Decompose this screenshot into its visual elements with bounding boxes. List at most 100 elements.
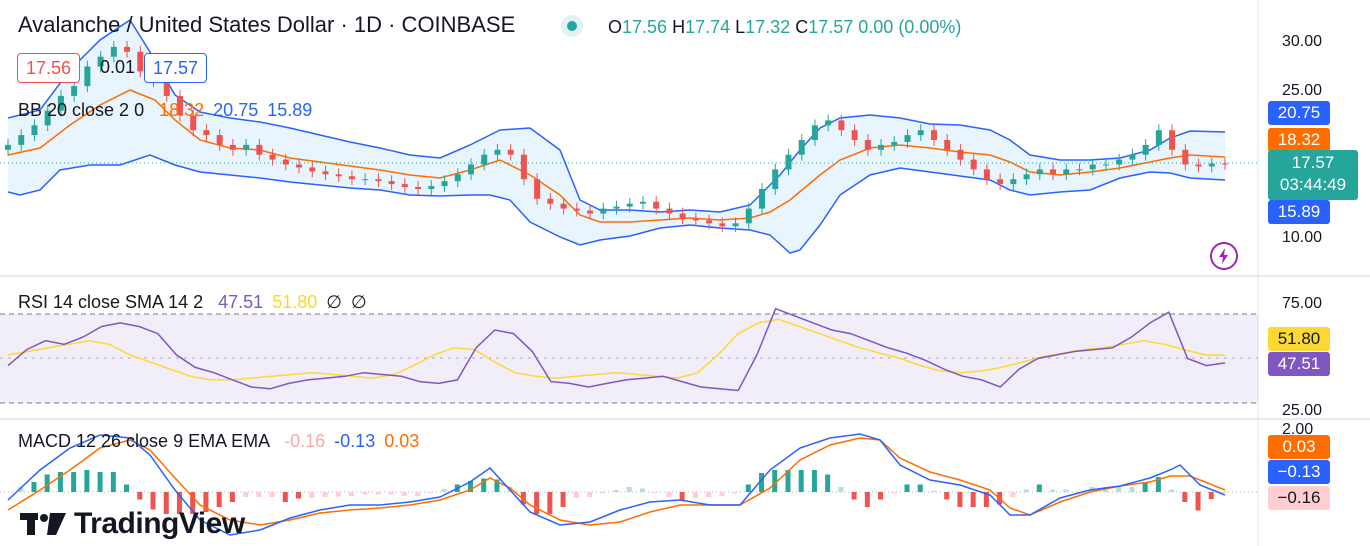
candle — [944, 140, 951, 150]
macd-hist-bar — [653, 492, 659, 493]
candle — [798, 140, 805, 155]
candle — [31, 125, 38, 136]
candle — [454, 174, 461, 182]
candle — [573, 208, 580, 211]
bb-upper-tag: 20.75 — [1268, 101, 1330, 125]
macd-hist-bar — [838, 487, 844, 492]
candle — [441, 181, 448, 187]
last-price-value: 17.57 — [1291, 153, 1335, 172]
candle — [190, 115, 197, 131]
candle — [401, 184, 408, 188]
macd-hist-bar — [243, 492, 249, 497]
bb-label: BB 20 close 2 0 — [18, 100, 145, 120]
candle — [983, 169, 990, 180]
candle — [653, 201, 660, 209]
macd-hist-bar — [878, 492, 884, 500]
macd-hist-bar — [348, 492, 354, 496]
rsi-empty-2: ∅ — [350, 292, 367, 312]
ohlc-readout: O17.56 H17.74 L17.32 C17.57 0.00 (0.00%) — [608, 17, 961, 38]
market-status-icon — [561, 15, 583, 37]
macd-hist-bar — [1116, 487, 1122, 492]
candle — [256, 144, 263, 155]
candle — [57, 95, 64, 111]
macd-hist-bar — [1222, 491, 1227, 493]
rsi-label: RSI 14 close SMA 14 2 — [18, 292, 204, 312]
macd-label: MACD 12 26 close 9 EMA EMA — [18, 431, 270, 451]
candle — [216, 135, 223, 145]
candle — [1116, 159, 1123, 165]
candle — [851, 130, 858, 140]
macd-hist-bar — [229, 492, 235, 502]
macd-hist-bar — [110, 472, 116, 492]
rsi-legend[interactable]: RSI 14 close SMA 14 2 47.51 51.80 ∅ ∅ — [18, 292, 367, 313]
candle — [930, 130, 937, 140]
macd-hist-bar — [745, 484, 751, 492]
macd-hist-bar — [666, 492, 672, 497]
candle — [520, 154, 527, 180]
tradingview-logo-icon — [20, 513, 66, 535]
bb-basis-tag: 18.32 — [1268, 128, 1330, 152]
macd-hist-bar — [944, 492, 950, 500]
candle — [348, 176, 355, 180]
candle — [917, 130, 924, 136]
macd-hist-bar — [428, 492, 434, 493]
macd-signal-line — [7, 437, 1226, 526]
change-value: 0.00 (0.00%) — [858, 17, 962, 37]
candle — [825, 120, 832, 126]
candle — [547, 198, 554, 204]
macd-hist-bar — [335, 492, 341, 497]
buy-button[interactable]: 17.57 — [144, 53, 208, 83]
macd-hist-bar — [296, 492, 302, 499]
macd-hist-bar — [31, 482, 37, 492]
rsi-empty-1: ∅ — [326, 292, 342, 312]
high-label: H — [672, 17, 686, 37]
macd-hist-bar — [679, 492, 685, 501]
candle — [1089, 164, 1096, 170]
macd-hist-bar — [309, 492, 315, 498]
macd-hist-bar — [57, 472, 63, 492]
tradingview-logo: TradingView — [20, 507, 245, 541]
candle — [243, 144, 250, 150]
low-value: 17.32 — [745, 17, 791, 37]
macd-legend[interactable]: MACD 12 26 close 9 EMA EMA -0.16 -0.13 0… — [18, 431, 419, 452]
spread-value: 0.01 — [100, 57, 136, 77]
macd-hist-bar — [587, 492, 593, 497]
candle — [1155, 130, 1162, 145]
macd-hist-bar — [573, 492, 579, 498]
candle — [864, 140, 871, 150]
candle — [587, 210, 594, 214]
bb-legend[interactable]: BB 20 close 2 0 18.32 20.75 15.89 — [18, 100, 312, 121]
macd-hist-bar — [560, 492, 566, 507]
rsi-band — [0, 314, 1258, 403]
sell-button[interactable]: 17.56 — [17, 53, 81, 83]
macd-hist-bar — [891, 492, 897, 493]
candle — [296, 164, 303, 168]
macd-hist-bar — [719, 492, 725, 496]
candle — [997, 179, 1004, 185]
candle — [1036, 169, 1043, 175]
candle — [970, 159, 977, 170]
lightning-icon[interactable] — [1210, 242, 1238, 270]
candle — [692, 218, 699, 221]
price-tick-10: 10.00 — [1282, 229, 1323, 246]
candle — [1102, 164, 1109, 166]
open-value: 17.56 — [622, 17, 668, 37]
candle — [772, 169, 779, 189]
rsi-sma-line — [7, 318, 1226, 381]
macd-hist-bar — [282, 492, 288, 502]
candle — [1010, 179, 1017, 185]
candle — [282, 159, 289, 165]
close-value: 17.57 — [808, 17, 854, 37]
macd-hist-bar — [467, 481, 473, 492]
candle — [891, 141, 898, 145]
candle — [18, 135, 25, 145]
candle — [1182, 149, 1189, 165]
macd-hist-bar — [1063, 489, 1069, 492]
macd-hist-bar — [983, 492, 989, 507]
rsi-tag: 47.51 — [1268, 352, 1330, 376]
candle — [269, 154, 276, 160]
candle — [534, 179, 541, 199]
macd-hist-bar — [494, 479, 500, 492]
candle — [1142, 144, 1149, 155]
